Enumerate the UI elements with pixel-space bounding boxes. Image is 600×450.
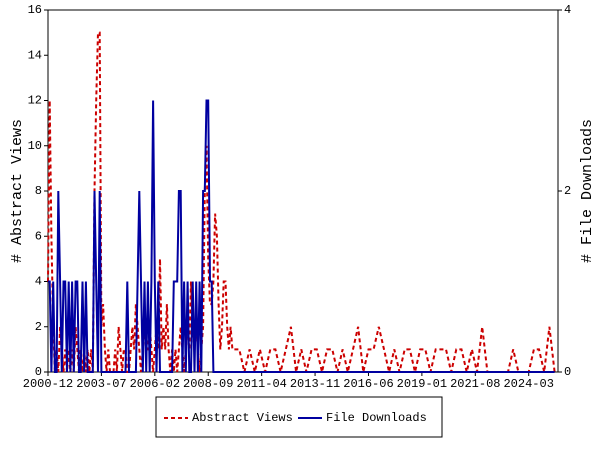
y2-axis-title: # File Downloads — [579, 119, 596, 263]
y-axis-title: # Abstract Views — [9, 119, 26, 263]
x-tick-label: 2011-04 — [236, 377, 286, 391]
y-tick-label: 2 — [35, 320, 42, 334]
y2-tick-label: 0 — [564, 365, 571, 379]
y-tick-label: 0 — [35, 365, 42, 379]
y-tick-label: 12 — [28, 94, 42, 108]
x-tick-label: 2013-11 — [290, 377, 340, 391]
x-tick-label: 2006-02 — [130, 377, 180, 391]
x-tick-label: 2024-03 — [503, 377, 553, 391]
y2-tick-label: 4 — [564, 3, 571, 17]
y-tick-label: 6 — [35, 229, 42, 243]
legend-label: File Downloads — [326, 411, 427, 425]
y-tick-label: 4 — [35, 275, 42, 289]
x-tick-label: 2008-09 — [183, 377, 233, 391]
x-tick-label: 2003-07 — [76, 377, 126, 391]
y-tick-label: 16 — [28, 3, 42, 17]
y-tick-label: 10 — [28, 139, 42, 153]
x-tick-label: 2016-06 — [343, 377, 393, 391]
plot-frame — [47, 9, 559, 373]
x-tick-label: 2019-01 — [397, 377, 447, 391]
y2-tick-label: 2 — [564, 184, 571, 198]
y-tick-label: 8 — [35, 184, 42, 198]
y-tick-label: 14 — [28, 48, 42, 62]
x-tick-label: 2021-08 — [450, 377, 500, 391]
x-tick-label: 2000-12 — [23, 377, 73, 391]
series-line — [48, 99, 555, 373]
legend-label: Abstract Views — [192, 411, 293, 425]
series-line — [47, 31, 556, 373]
